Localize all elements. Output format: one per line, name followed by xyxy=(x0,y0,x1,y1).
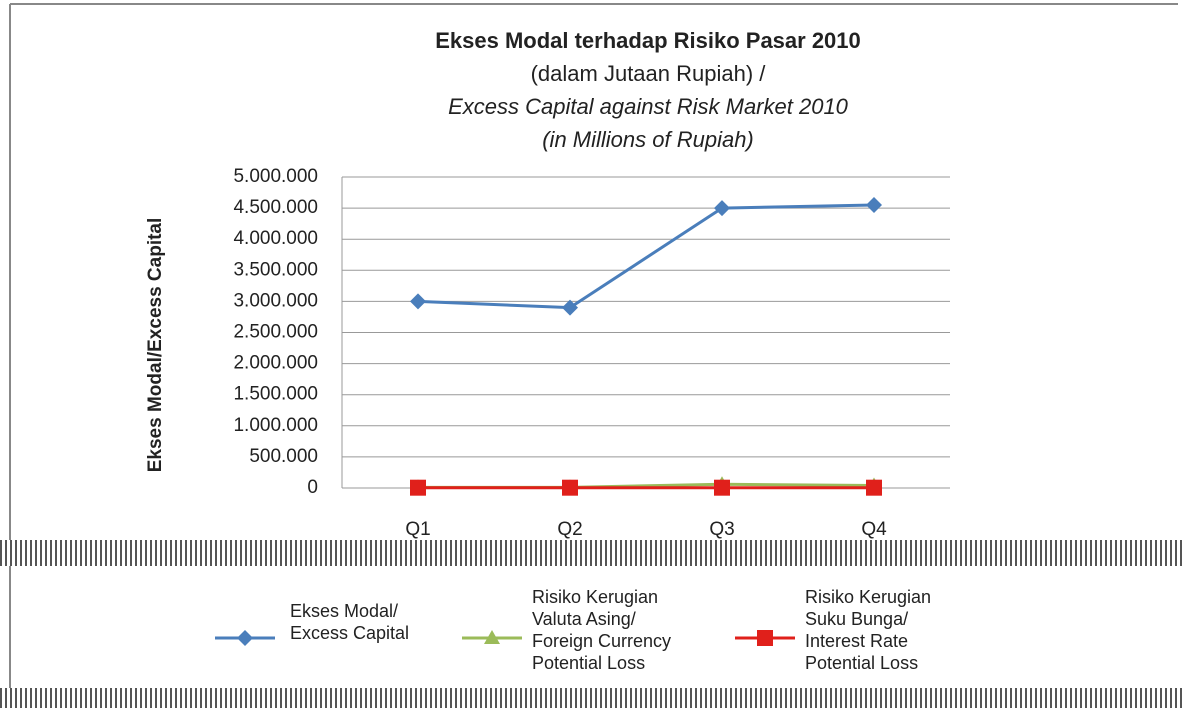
marker xyxy=(410,479,426,496)
chart-title: Ekses Modal terhadap Risiko Pasar 2010 xyxy=(435,28,861,53)
x-tick-label: Q3 xyxy=(709,519,734,540)
y-tick-label: 4.000.000 xyxy=(233,228,318,249)
marker xyxy=(866,196,882,213)
marker xyxy=(562,299,578,316)
chart-title: (dalam Jutaan Rupiah) / xyxy=(531,61,767,86)
marker xyxy=(484,630,500,644)
stripe-band xyxy=(0,688,1184,708)
y-tick-label: 2.000.000 xyxy=(233,353,318,374)
y-tick-label: 0 xyxy=(307,477,318,498)
y-tick-label: 1.000.000 xyxy=(233,415,318,436)
marker xyxy=(562,479,578,496)
marker xyxy=(410,293,426,310)
x-tick-label: Q4 xyxy=(861,519,887,540)
y-tick-label: 1.500.000 xyxy=(233,384,318,405)
x-tick-label: Q1 xyxy=(405,519,430,540)
stripe-band xyxy=(0,540,1184,566)
x-tick-label: Q2 xyxy=(557,519,582,540)
y-tick-label: 4.500.000 xyxy=(233,197,318,218)
marker xyxy=(714,200,730,217)
y-tick-label: 500.000 xyxy=(249,446,318,467)
y-tick-label: 3.000.000 xyxy=(233,290,318,311)
legend-label: Ekses Modal/ Excess Capital xyxy=(290,601,410,643)
marker xyxy=(237,630,253,646)
chart-title: Excess Capital against Risk Market 2010 xyxy=(448,94,849,119)
marker xyxy=(714,479,730,496)
marker xyxy=(757,630,773,646)
legend-label: Risiko Kerugian Valuta Asing/ Foreign Cu… xyxy=(532,587,672,673)
chart-title: (in Millions of Rupiah) xyxy=(542,127,754,152)
y-tick-label: 3.500.000 xyxy=(233,259,318,280)
marker xyxy=(866,479,882,496)
y-tick-label: 2.500.000 xyxy=(233,322,318,343)
y-tick-label: 5.000.000 xyxy=(233,166,318,187)
series-line xyxy=(417,203,875,310)
legend-label: Risiko Kerugian Suku Bunga/ Interest Rat… xyxy=(805,587,932,673)
y-axis-label: Ekses Modal/Excess Capital xyxy=(145,218,166,473)
